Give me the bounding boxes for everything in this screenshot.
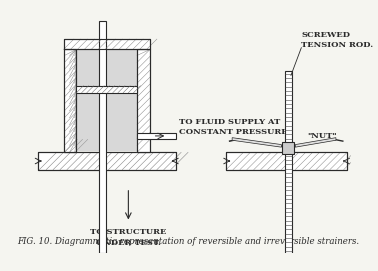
- Text: TO STRUCTURE
UNDER TEST.: TO STRUCTURE UNDER TEST.: [90, 228, 167, 247]
- Bar: [99, 21, 106, 253]
- Bar: [64, 39, 150, 49]
- Bar: [64, 39, 150, 49]
- Bar: [64, 49, 76, 152]
- Polygon shape: [295, 138, 336, 147]
- Text: TO FLUID SUPPLY AT
CONSTANT PRESSURE.: TO FLUID SUPPLY AT CONSTANT PRESSURE.: [178, 118, 290, 137]
- Bar: [76, 86, 137, 93]
- Polygon shape: [232, 138, 282, 147]
- Bar: [226, 152, 347, 170]
- Text: FIG. 10. Diagrammatic representation of reversible and irreversible strainers.: FIG. 10. Diagrammatic representation of …: [17, 237, 359, 246]
- Bar: [37, 152, 176, 170]
- Bar: [226, 152, 347, 170]
- Bar: [76, 49, 137, 151]
- Bar: [137, 49, 150, 152]
- Bar: [64, 49, 76, 152]
- Bar: [282, 142, 294, 154]
- Bar: [137, 49, 150, 152]
- Bar: [137, 133, 176, 138]
- Bar: [285, 71, 292, 253]
- Text: SCREWED
TENSION ROD.: SCREWED TENSION ROD.: [301, 31, 373, 49]
- Bar: [37, 152, 176, 170]
- Bar: [37, 152, 176, 170]
- Text: "NUT": "NUT": [307, 132, 337, 140]
